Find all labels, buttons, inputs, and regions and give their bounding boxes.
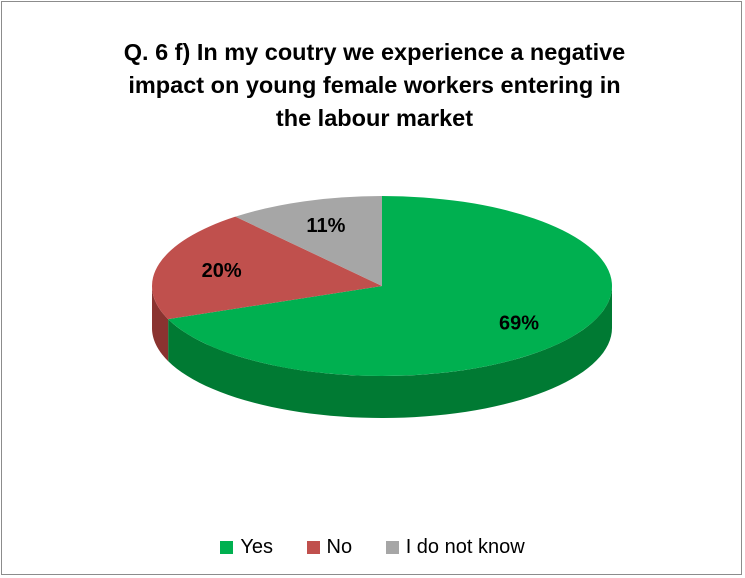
data-label-yes: 69% bbox=[499, 312, 539, 334]
legend-item-no: No bbox=[306, 536, 353, 559]
pie-slices bbox=[151, 196, 612, 376]
legend-label-no: No bbox=[326, 536, 353, 558]
chart-title-line-2: impact on young female workers entering … bbox=[128, 72, 621, 98]
legend-label-i-do-not-know: I do not know bbox=[405, 536, 525, 558]
pie-side-yes bbox=[168, 286, 612, 418]
legend-item-yes: Yes bbox=[220, 536, 273, 559]
chart-title-line-3: the labour market bbox=[275, 105, 474, 131]
chart-title: Q. 6 f) In my coutry we experience a neg… bbox=[42, 36, 707, 135]
legend-swatch-yes bbox=[220, 541, 234, 554]
pie-slice-i-do-not-know bbox=[235, 196, 382, 286]
pie-slice-yes bbox=[168, 196, 612, 376]
legend-label-yes: Yes bbox=[240, 536, 273, 558]
chart-legend: Yes No I do not know bbox=[0, 536, 745, 560]
legend-swatch-i-do-not-know bbox=[385, 541, 399, 554]
data-label-no: 20% bbox=[202, 260, 242, 282]
legend-swatch-no bbox=[306, 541, 320, 554]
data-label-i-do-not-know: 11% bbox=[306, 215, 345, 237]
pie-side-no bbox=[152, 286, 169, 362]
pie-slice-no bbox=[151, 216, 382, 320]
legend-item-i-do-not-know: I do not know bbox=[385, 536, 525, 559]
pie-data-labels: 69% 20% 11% bbox=[202, 215, 540, 334]
chart-title-line-1: Q. 6 f) In my coutry we experience a neg… bbox=[123, 39, 626, 65]
pie-side-walls bbox=[152, 286, 612, 418]
